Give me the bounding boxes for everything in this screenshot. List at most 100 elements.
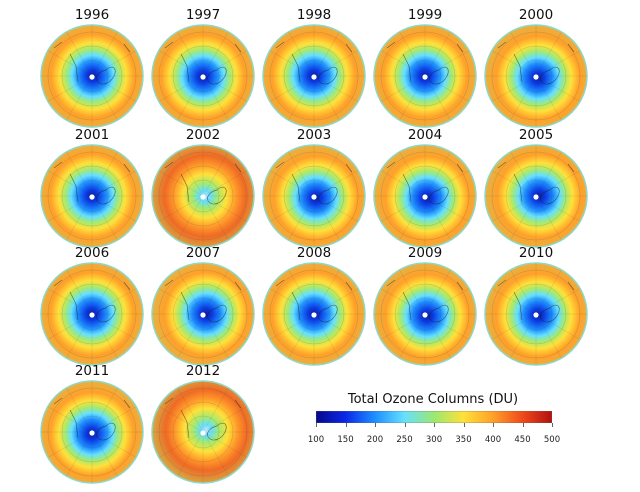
latitude-line: [283, 283, 345, 345]
latitude-line: [47, 387, 137, 477]
coastline: [53, 279, 131, 323]
south-pole-marker: [89, 430, 95, 436]
south-pole-marker: [311, 312, 317, 318]
ozone-panel-2004: 2004: [370, 126, 480, 248]
colorbar-tickmark: [345, 423, 347, 427]
latitude-line: [172, 45, 234, 107]
panel-year-label: 2004: [407, 127, 443, 143]
ozone-globe: [151, 380, 255, 484]
panel-year-label: 2009: [407, 245, 443, 261]
colorbar-tick-label: 150: [337, 435, 354, 445]
ozone-panel-2002: 2002: [148, 126, 258, 248]
panel-year-label: 2001: [74, 127, 110, 143]
coastline: [386, 41, 464, 85]
ozone-panel-2011: 2011: [37, 362, 147, 484]
ozone-panel-2009: 2009: [370, 244, 480, 366]
panel-year-label: 2003: [296, 127, 332, 143]
latitude-line: [186, 297, 220, 331]
latitude-line: [394, 165, 456, 227]
latitude-line: [61, 283, 123, 345]
latitude-line: [408, 179, 442, 213]
latitude-line: [380, 151, 470, 241]
latitude-line: [158, 269, 248, 359]
colorbar-tick-label: 400: [484, 435, 502, 445]
latitude-line: [269, 269, 359, 359]
colorbar-tickmark: [522, 423, 524, 427]
panel-year-label: 2010: [518, 245, 554, 261]
coastline: [53, 161, 131, 205]
latitude-line: [47, 31, 137, 121]
south-pole-marker: [200, 74, 206, 80]
latitude-line: [47, 151, 137, 241]
panel-year-label: 2000: [518, 7, 554, 23]
panel-year-label: 2011: [74, 363, 110, 379]
latitude-line: [158, 387, 248, 477]
ozone-panel-2012: 2012: [148, 362, 258, 484]
south-pole-marker: [422, 74, 428, 80]
ozone-globe: [151, 262, 255, 366]
ozone-panel-2008: 2008: [259, 244, 369, 366]
latitude-line: [519, 297, 553, 331]
coastline: [53, 397, 131, 441]
colorbar-tickmark: [463, 423, 465, 427]
latitude-line: [297, 179, 331, 213]
latitude-line: [505, 45, 567, 107]
ozone-globe: [373, 24, 477, 128]
ozone-globe: [484, 262, 588, 366]
coastline: [53, 41, 131, 85]
south-pole-marker: [422, 312, 428, 318]
colorbar-tickmark: [493, 423, 494, 427]
south-pole-marker: [200, 312, 206, 318]
colorbar-tick-label: 100: [307, 435, 325, 445]
latitude-line: [75, 297, 109, 331]
coastline: [386, 161, 464, 205]
latitude-line: [75, 415, 109, 449]
latitude-line: [61, 45, 123, 107]
ozone-globe: [484, 24, 588, 128]
ozone-panel-1996: 1996: [37, 6, 147, 128]
coastline: [164, 41, 242, 85]
latitude-line: [408, 59, 442, 93]
ozone-panel-2005: 2005: [481, 126, 591, 248]
latitude-line: [297, 297, 331, 331]
ozone-panel-1997: 1997: [148, 6, 258, 128]
south-pole-marker: [89, 194, 95, 200]
latitude-line: [269, 151, 359, 241]
colorbar-tick-label: 350: [455, 435, 472, 445]
latitude-line: [283, 165, 345, 227]
latitude-line: [61, 401, 123, 463]
coastline: [164, 279, 242, 323]
south-pole-marker: [89, 312, 95, 318]
latitude-line: [380, 31, 470, 121]
south-pole-marker: [311, 194, 317, 200]
ozone-panel-2003: 2003: [259, 126, 369, 248]
south-pole-marker: [200, 194, 206, 200]
latitude-line: [297, 59, 331, 93]
ozone-panel-2010: 2010: [481, 244, 591, 366]
colorbar-tick-label: 200: [366, 435, 384, 445]
latitude-line: [158, 31, 248, 121]
coastline: [275, 279, 353, 323]
ozone-panel-2000: 2000: [481, 6, 591, 128]
latitude-line: [172, 165, 234, 227]
latitude-line: [394, 45, 456, 107]
south-pole-marker: [533, 312, 539, 318]
ozone-panel-2006: 2006: [37, 244, 147, 366]
latitude-line: [172, 283, 234, 345]
south-pole-marker: [533, 74, 539, 80]
latitude-line: [186, 415, 220, 449]
coastline: [164, 397, 242, 441]
ozone-globe: [262, 262, 366, 366]
coastline: [497, 279, 575, 323]
panel-year-label: 2012: [185, 363, 221, 379]
panel-year-label: 2008: [296, 245, 332, 261]
colorbar-legend: Total Ozone Columns (DU) 100 150 200 250 300…: [307, 392, 560, 452]
ozone-globe: [151, 144, 255, 248]
latitude-line: [172, 401, 234, 463]
latitude-line: [186, 59, 220, 93]
ozone-globe: [40, 380, 144, 484]
latitude-line: [380, 269, 470, 359]
latitude-line: [491, 31, 581, 121]
colorbar-tickmark: [552, 423, 553, 427]
